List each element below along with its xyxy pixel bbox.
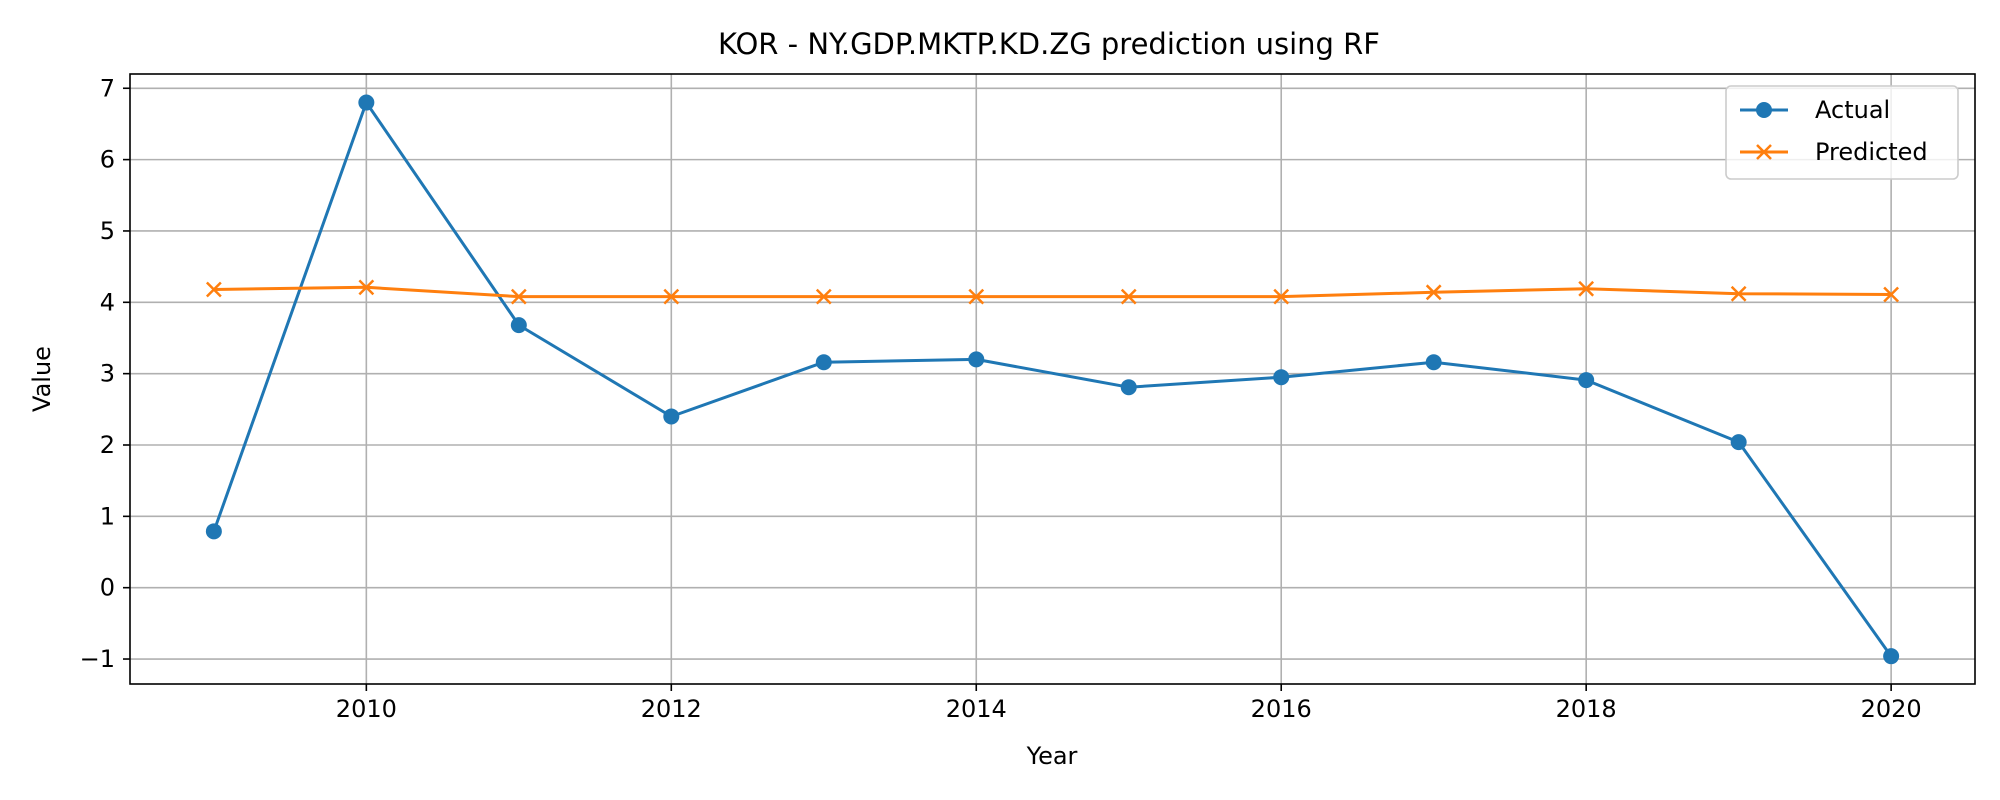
y-tick-label: −1 [80, 645, 115, 673]
chart-title: KOR - NY.GDP.MKTP.KD.ZG prediction using… [718, 27, 1380, 61]
data-point-predicted [1120, 288, 1137, 305]
x-tick-label: 2020 [1861, 695, 1922, 723]
data-point-predicted [815, 288, 832, 305]
data-point-predicted [205, 281, 222, 298]
series-actual-line [212, 101, 1893, 658]
data-point-predicted [1578, 280, 1595, 297]
data-point-predicted [1730, 285, 1747, 302]
data-point-actual [358, 94, 375, 111]
data-point-actual [968, 351, 985, 368]
y-tick-label: 0 [100, 574, 115, 602]
data-point-predicted [510, 288, 527, 305]
x-axis-label: Year [1026, 742, 1078, 770]
y-axis: −1 0 1 2 3 4 5 6 7 [80, 74, 130, 673]
x-axis: 2010 2012 2014 2016 2018 2020 [336, 684, 1922, 723]
y-axis-label: Value [28, 346, 56, 412]
y-tick-label: 2 [100, 431, 115, 459]
data-point-actual [1425, 354, 1442, 371]
data-point-actual [510, 317, 527, 334]
data-point-actual [1883, 648, 1900, 665]
series-layer [205, 94, 1900, 665]
x-tick-label: 2018 [1556, 695, 1617, 723]
series-predicted-line [213, 285, 1892, 299]
data-point-predicted [1273, 288, 1290, 305]
data-point-predicted [663, 288, 680, 305]
plot-frame [129, 73, 1976, 685]
series-actual [205, 94, 1900, 665]
legend-label-actual: Actual [1815, 96, 1890, 124]
data-point-predicted [1425, 284, 1442, 301]
legend-item-predicted: Predicted [1740, 138, 1928, 166]
legend: Actual Predicted [1725, 85, 1959, 180]
x-tick-label: 2012 [641, 695, 702, 723]
data-point-actual [815, 354, 832, 371]
y-tick-label: 3 [100, 360, 115, 388]
legend-entries: Actual Predicted [1740, 96, 1928, 166]
data-point-predicted [968, 288, 985, 305]
x-tick-label: 2010 [336, 695, 397, 723]
x-tick-label: 2016 [1251, 695, 1312, 723]
y-tick-label: 7 [100, 74, 115, 102]
data-point-actual [1578, 372, 1595, 389]
data-point-actual [205, 523, 222, 540]
x-tick-label: 2014 [946, 695, 1007, 723]
y-tick-label: 4 [100, 288, 115, 316]
series-predicted [205, 279, 1900, 305]
y-tick-label: 1 [100, 502, 115, 530]
legend-marker-actual [1756, 102, 1772, 118]
data-point-actual [1730, 434, 1747, 451]
data-point-actual [1120, 379, 1137, 396]
legend-marker-predicted [1756, 144, 1772, 160]
data-point-predicted [1883, 286, 1900, 303]
grid [130, 74, 1975, 684]
legend-item-actual: Actual [1740, 96, 1890, 124]
y-tick-label: 5 [100, 217, 115, 245]
legend-label-predicted: Predicted [1815, 138, 1928, 166]
y-tick-label: 6 [100, 146, 115, 174]
data-point-actual [663, 408, 680, 425]
data-point-actual [1273, 369, 1290, 386]
data-point-predicted [358, 279, 375, 296]
